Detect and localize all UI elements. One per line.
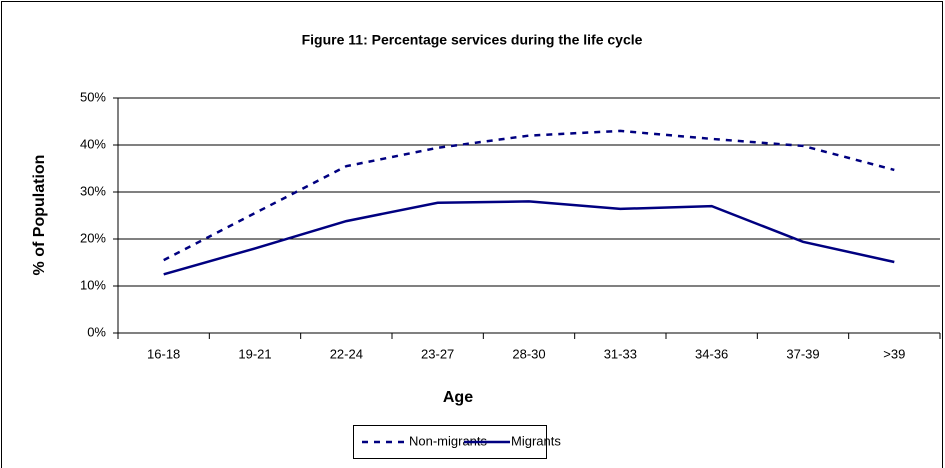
series-line [163, 129, 895, 262]
y-tick-label: 30% [80, 183, 106, 198]
x-tick-label: 23-27 [421, 346, 454, 361]
x-tick-label: 22-24 [330, 346, 363, 361]
legend-box [353, 425, 547, 459]
x-tick-label: 28-30 [512, 346, 545, 361]
y-tick-label: 20% [80, 230, 106, 245]
series-line [163, 200, 895, 276]
x-tick-label: 34-36 [695, 346, 728, 361]
x-axis-title: Age [443, 389, 473, 406]
x-tick-label: 16-18 [147, 346, 180, 361]
y-tick-label: 10% [80, 277, 106, 292]
x-tick-label: 19-21 [238, 346, 271, 361]
y-tick-label: 0% [87, 324, 106, 339]
chart-title: Figure 11: Percentage services during th… [302, 32, 643, 48]
legend-label: Migrants [511, 433, 561, 448]
x-tick-label: 31-33 [604, 346, 637, 361]
y-tick-label: 50% [80, 89, 106, 104]
y-axis-title: % of Population [31, 155, 48, 276]
x-tick-label: 37-39 [786, 346, 819, 361]
x-tick-label: >39 [883, 346, 905, 361]
legend-label: Non-migrants [409, 433, 488, 448]
y-tick-label: 40% [80, 136, 106, 151]
